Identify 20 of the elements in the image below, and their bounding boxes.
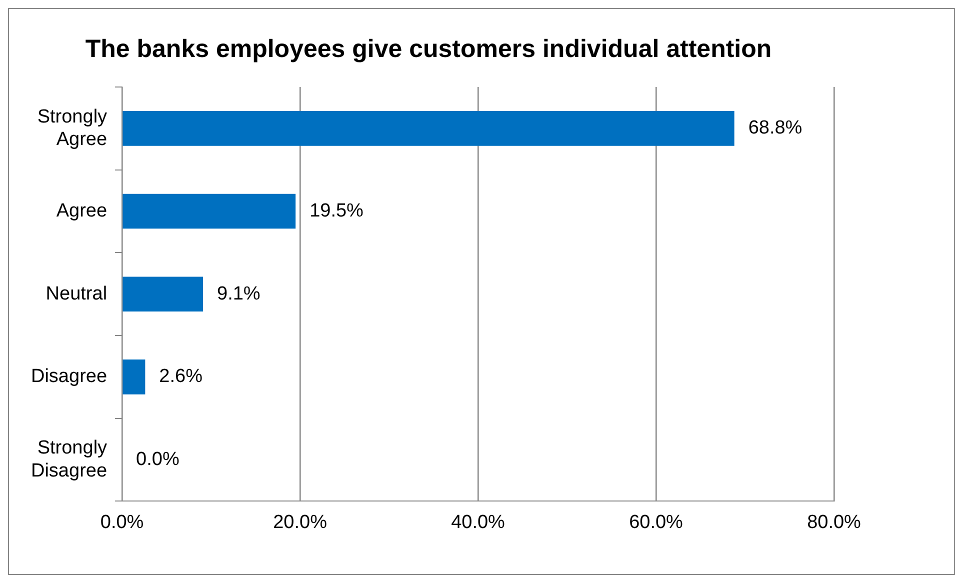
x-tick-label: 80.0% [807,512,862,533]
y-tick-label: Neutral [46,283,108,304]
x-tick-label: 20.0% [273,512,328,533]
data-label: 9.1% [217,283,260,304]
x-tick-label: 0.0% [100,512,144,533]
y-tick-label: Agree [56,200,108,222]
data-label: 2.6% [159,366,203,388]
chart-title: The banks employees give customers individual attention [85,34,772,63]
data-label: 68.8% [748,118,802,139]
bar [122,360,146,394]
data-label: 19.5% [310,200,364,222]
data-label: 0.0% [136,449,180,470]
bar [122,276,204,312]
y-tick-label: Strongly Agree [37,106,108,150]
x-tick-label: 40.0% [451,512,506,533]
bar [122,194,296,229]
y-tick-label: Disagree [30,366,108,388]
bar [122,111,734,146]
y-tick-label: Strongly Disagree [30,438,108,482]
x-tick-label: 60.0% [629,512,684,533]
